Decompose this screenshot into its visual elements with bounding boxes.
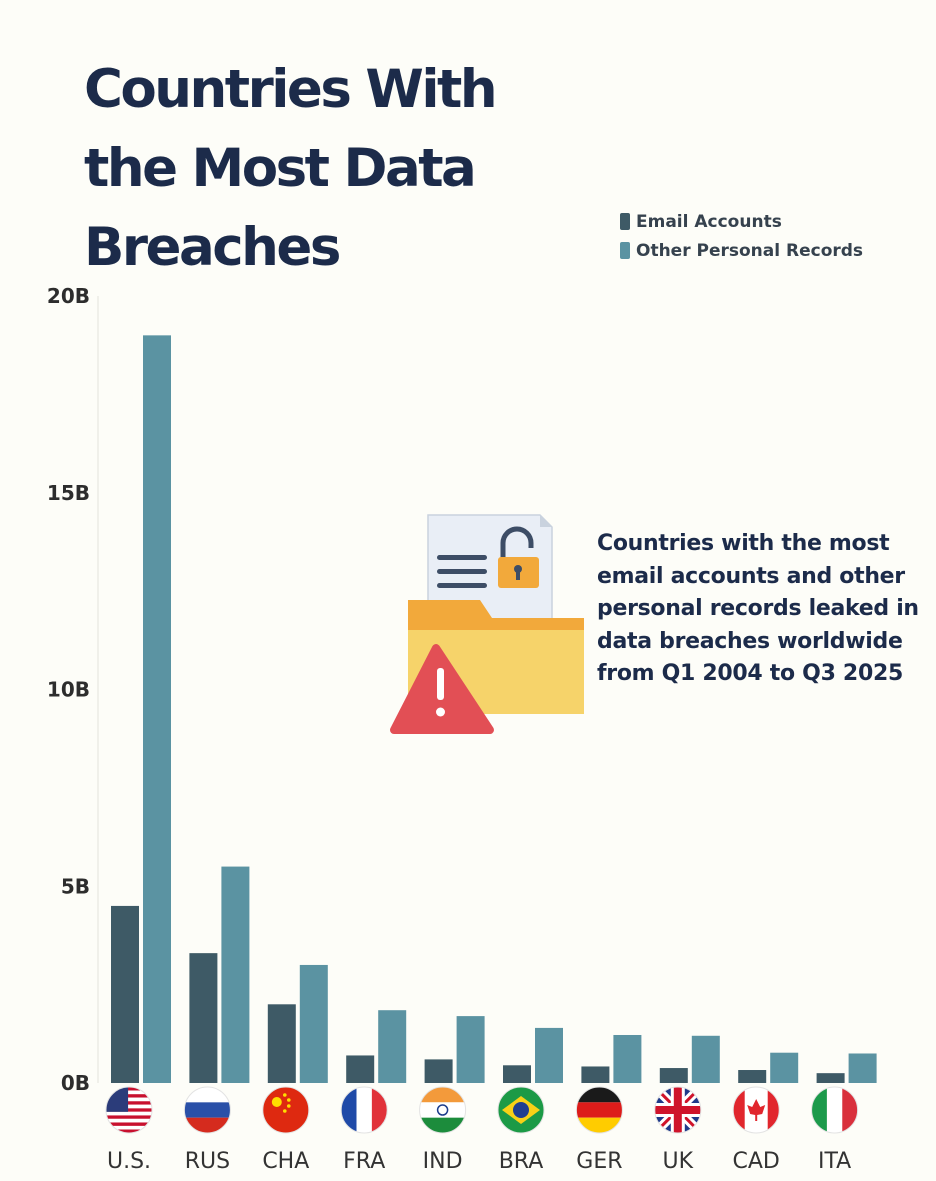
x-tick-label-us: U.S.	[107, 1149, 151, 1174]
bar-email-ind	[424, 1059, 453, 1083]
legend-swatch-other	[620, 242, 630, 259]
flag-ita-icon	[811, 1086, 859, 1134]
x-tick-label-rus: RUS	[185, 1149, 230, 1174]
flag-fra-icon	[340, 1086, 388, 1134]
chart-annotation: Countries with the most email accounts a…	[597, 531, 919, 686]
y-tick-label: 10B	[47, 678, 90, 702]
x-tick-label-ind: IND	[423, 1149, 463, 1174]
bar-other-rus	[221, 866, 250, 1083]
legend-item-email: Email Accounts	[620, 207, 863, 236]
legend-swatch-email	[620, 213, 630, 230]
bar-other-ind	[456, 1016, 485, 1083]
flags-layer	[105, 1086, 859, 1134]
bar-other-cha	[299, 964, 328, 1083]
flag-cha-icon	[262, 1086, 310, 1134]
y-tick-label: 0B	[61, 1071, 90, 1095]
bar-email-ita	[816, 1073, 845, 1083]
bar-email-uk	[659, 1068, 688, 1083]
y-tick-label: 20B	[47, 284, 90, 308]
flag-us-icon	[105, 1086, 153, 1134]
bar-email-cha	[267, 1004, 296, 1083]
bar-email-rus	[189, 953, 218, 1083]
bar-other-us	[143, 335, 171, 1084]
legend: Email Accounts Other Personal Records	[620, 207, 863, 265]
flag-ger-icon	[575, 1086, 623, 1134]
flag-ind-icon	[419, 1086, 467, 1134]
flag-rus-icon	[183, 1086, 231, 1134]
bar-other-bra	[535, 1027, 563, 1083]
bar-other-fra	[378, 1010, 407, 1083]
x-tick-label-uk: UK	[663, 1149, 694, 1174]
labels-layer: U.S. RUS CHA FRA IND BRA GER UK CAD ITA	[107, 1149, 851, 1174]
x-tick-label-cad: CAD	[733, 1149, 780, 1174]
x-tick-label-fra: FRA	[343, 1149, 385, 1174]
flag-uk-icon	[654, 1086, 702, 1134]
bar-other-cad	[770, 1052, 799, 1083]
x-tick-label-bra: BRA	[499, 1149, 544, 1174]
flag-cad-icon	[732, 1086, 780, 1134]
bar-email-bra	[503, 1065, 531, 1083]
bar-other-ita	[848, 1053, 877, 1083]
bar-email-ger	[581, 1066, 610, 1083]
y-tick-label: 15B	[47, 481, 90, 505]
bars-layer	[111, 335, 877, 1084]
x-tick-label-ita: ITA	[818, 1149, 851, 1174]
axis-layer: 0B 5B 10B 15B 20B	[47, 284, 99, 1095]
bar-other-uk	[691, 1035, 720, 1083]
legend-label-email: Email Accounts	[636, 211, 782, 232]
legend-item-other: Other Personal Records	[620, 236, 863, 265]
bar-email-fra	[346, 1055, 375, 1083]
chart-title: Countries With the Most Data Breaches	[84, 59, 498, 278]
data-breach-folder-icon	[390, 514, 584, 734]
bar-other-ger	[613, 1034, 642, 1083]
x-tick-label-ger: GER	[576, 1149, 622, 1174]
y-tick-label: 5B	[61, 874, 90, 898]
legend-label-other: Other Personal Records	[636, 240, 864, 261]
bar-email-cad	[738, 1070, 767, 1083]
x-tick-label-cha: CHA	[262, 1149, 309, 1174]
bar-email-us	[111, 905, 139, 1083]
flag-bra-icon	[497, 1086, 545, 1134]
